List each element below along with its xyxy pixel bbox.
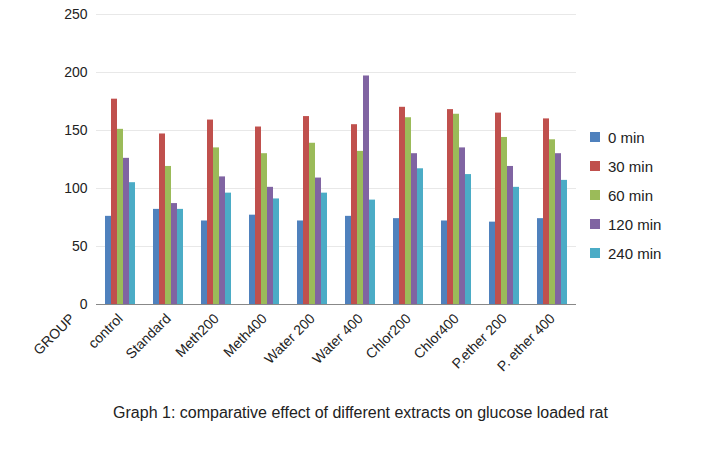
html-text:Graph 1: comparative effect of: Graph 1: comparative effect of different… [113,404,608,421]
svg-text:Standard: Standard [122,310,173,361]
svg-text:0: 0 [80,296,88,312]
svg-text:P.ether 200: P.ether 200 [448,310,510,372]
svg-text:Water 400: Water 400 [309,310,366,367]
svg-text:GROUP: GROUP [30,310,78,358]
svg-text:200: 200 [64,64,88,80]
html-text:120 min: 120 min [608,215,662,233]
html-text:0 min: 0 min [608,128,645,146]
svg-text:Water 200: Water 200 [261,310,318,367]
svg-text:50: 50 [72,238,88,254]
svg-text:Meth200: Meth200 [172,310,222,360]
svg-text:Chlor400: Chlor400 [410,310,462,362]
svg-text:Meth400: Meth400 [220,310,270,360]
svg-text:control: control [85,310,126,351]
html-text:240 min: 240 min [608,244,662,262]
svg-text:250: 250 [64,6,88,22]
svg-text:P. ether 400: P. ether 400 [494,310,558,374]
svg-text:Chlor200: Chlor200 [362,310,414,362]
html-text:30 min: 30 min [608,157,653,175]
html-text:60 min: 60 min [608,186,653,204]
svg-text:150: 150 [64,122,88,138]
svg-text:100: 100 [64,180,88,196]
